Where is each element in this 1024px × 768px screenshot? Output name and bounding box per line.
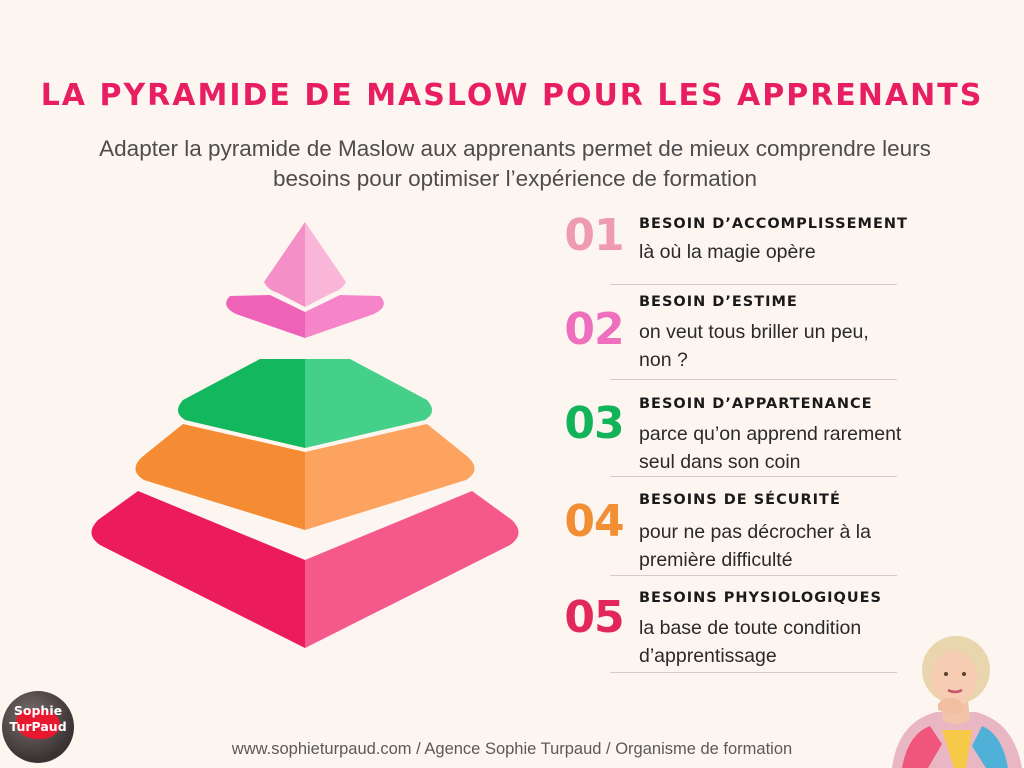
- divider: [610, 379, 897, 380]
- item-heading: Besoins de sécurité: [639, 492, 841, 508]
- pyramid-level-5: [91, 491, 519, 648]
- person-portrait-icon: [892, 636, 1022, 768]
- item-heading: Besoins physiologiques: [639, 590, 882, 606]
- brand-logo: Sophie TurPaud: [2, 691, 74, 763]
- item-number: 02: [564, 304, 624, 355]
- item-number: 01: [564, 210, 624, 261]
- divider: [610, 672, 897, 673]
- item-heading: Besoin d’accomplissement: [639, 216, 908, 232]
- item-description: parce qu’on apprend rarement seul dans s…: [639, 423, 902, 473]
- page-subtitle: Adapter la pyramide de Maslow aux appren…: [99, 136, 931, 191]
- item-number: 03: [564, 398, 624, 449]
- item-number: 05: [564, 592, 624, 643]
- pyramid-level-3: [177, 359, 433, 448]
- item-description: la base de toute condition d’apprentissa…: [639, 617, 862, 667]
- maslow-pyramid: [91, 222, 519, 648]
- pyramid-level-1: [264, 222, 346, 307]
- pyramid-level-4: [135, 424, 475, 530]
- item-heading: Besoin d’estime: [639, 294, 798, 310]
- item-description: pour ne pas décrocher à la première diff…: [639, 521, 871, 571]
- divider: [610, 476, 897, 477]
- item-description: là où la magie opère: [639, 241, 816, 263]
- item-number: 04: [564, 496, 624, 547]
- pyramid-level-2: [226, 295, 384, 338]
- page-title: La pyramide de Maslow pour les apprenant…: [40, 78, 984, 113]
- item-heading: Besoin d’appartenance: [639, 396, 873, 412]
- item-description: on veut tous briller un peu, non ?: [639, 321, 869, 371]
- logo-line-2: TurPaud: [9, 719, 67, 734]
- logo-line-1: Sophie: [13, 703, 63, 718]
- divider: [610, 575, 897, 576]
- divider: [610, 284, 897, 285]
- footer-credits: www.sophieturpaud.com / Agence Sophie Tu…: [231, 740, 793, 758]
